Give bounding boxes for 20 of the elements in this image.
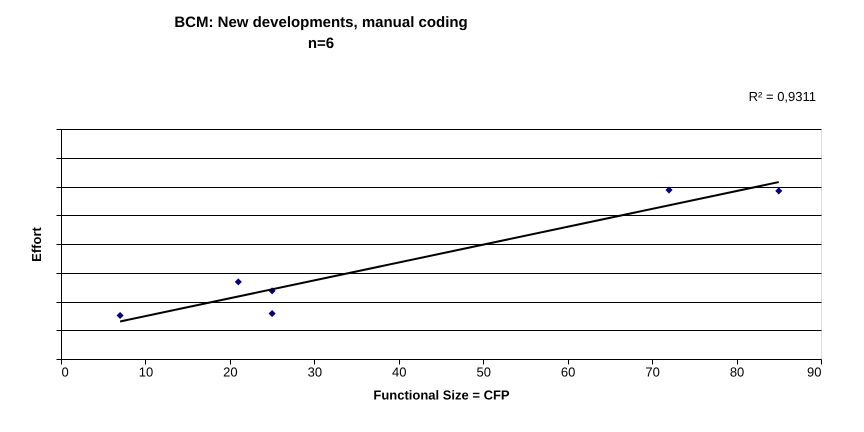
chart-subtitle: n=6 bbox=[308, 35, 334, 52]
point bbox=[665, 186, 673, 194]
text: R² = 0,9311 bbox=[748, 89, 816, 104]
x-tick-label: 50 bbox=[476, 364, 491, 380]
x-tick-label: 0 bbox=[62, 364, 69, 380]
point bbox=[234, 278, 242, 286]
point bbox=[268, 310, 276, 318]
chart-title: BCM: New developments, manual coding bbox=[174, 14, 468, 31]
x-axis-title: Functional Size = CFP bbox=[373, 388, 510, 402]
x-tick-label: 90 bbox=[807, 364, 822, 380]
x-tick-label: 80 bbox=[730, 364, 744, 380]
point bbox=[775, 187, 782, 194]
y-axis-title: Effort bbox=[29, 226, 44, 262]
x-tick-label: 10 bbox=[138, 364, 154, 380]
x-tick-label: 60 bbox=[560, 364, 576, 380]
point bbox=[116, 312, 124, 320]
x-tick-label: 70 bbox=[645, 364, 660, 380]
x-tick-label: 30 bbox=[308, 364, 322, 380]
x-tick-label: 40 bbox=[392, 364, 407, 380]
x-tick-label: 20 bbox=[223, 364, 238, 380]
